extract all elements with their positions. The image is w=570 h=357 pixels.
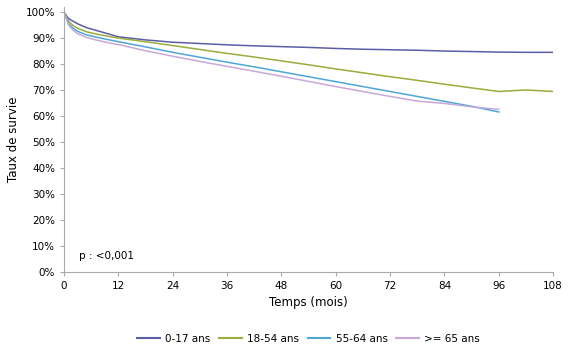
X-axis label: Temps (mois): Temps (mois) — [269, 296, 348, 309]
Text: p : <0,001: p : <0,001 — [79, 251, 134, 261]
Legend: 0-17 ans, 18-54 ans, 55-64 ans, >= 65 ans: 0-17 ans, 18-54 ans, 55-64 ans, >= 65 an… — [133, 330, 484, 348]
Y-axis label: Taux de survie: Taux de survie — [7, 96, 20, 182]
